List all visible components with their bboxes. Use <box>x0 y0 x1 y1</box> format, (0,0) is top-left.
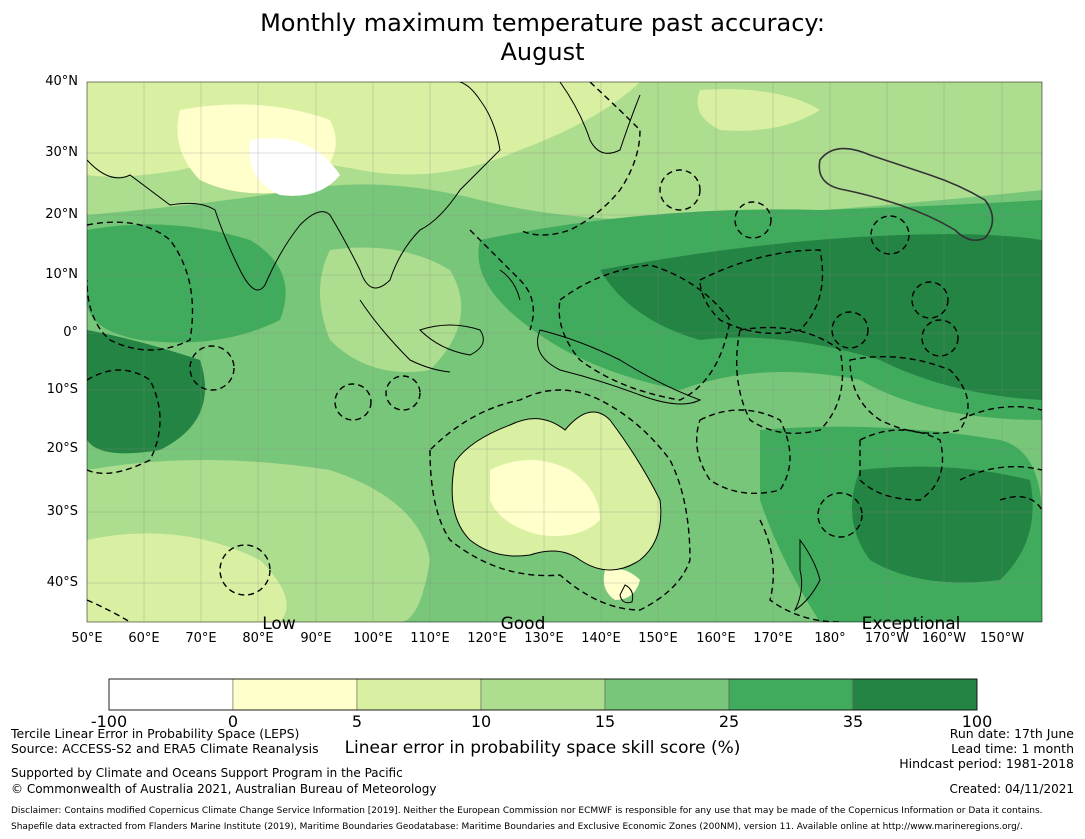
colorbar-tick: 5 <box>351 712 363 731</box>
support-label: Supported by Climate and Oceans Support … <box>11 766 403 780</box>
hindcast-period: Hindcast period: 1981-2018 <box>899 756 1074 771</box>
lead-time: Lead time: 1 month <box>951 741 1074 756</box>
colorbar-bin-5 <box>604 678 730 711</box>
colorbar-tick: -100 <box>90 712 128 731</box>
lon-label: 120°E <box>467 631 507 646</box>
colorbar-title: Linear error in probability space skill … <box>344 738 741 758</box>
lon-label: 50°E <box>71 631 103 646</box>
colorbar-tick: 10 <box>470 712 492 731</box>
lat-label: 20°S <box>46 441 78 456</box>
run-date: Run date: 17th June <box>949 726 1074 741</box>
lon-label: 90°E <box>300 631 332 646</box>
colorbar-tick: 0 <box>227 712 239 731</box>
colorbar-bin-2 <box>232 678 358 711</box>
lon-label: 130°E <box>524 631 564 646</box>
colorbar-tick: 100 <box>961 712 993 731</box>
colorbar <box>108 678 978 711</box>
disclaimer: Disclaimer: Contains modified Copernicus… <box>11 806 1043 816</box>
lat-label: 30°S <box>46 504 78 519</box>
colorbar-bin-1 <box>108 678 234 711</box>
eez-boundaries <box>87 82 1042 622</box>
graticule <box>87 82 1042 622</box>
colorbar-tick: 25 <box>718 712 740 731</box>
colorbar-bin-4 <box>480 678 606 711</box>
lon-label: 100°E <box>353 631 393 646</box>
colorbar-bin-3 <box>356 678 482 711</box>
method-label: Tercile Linear Error in Probability Spac… <box>11 726 300 741</box>
copyright-label: © Commonwealth of Australia 2021, Austra… <box>11 782 437 796</box>
shapefile-credit: Shapefile data extracted from Flanders M… <box>11 822 1023 832</box>
lat-label: 0° <box>63 325 78 340</box>
quality-label-good: Good <box>500 614 546 634</box>
quality-label-exceptional: Exceptional <box>861 614 961 634</box>
lat-label: 10°N <box>45 267 78 282</box>
lat-label: 40°S <box>46 575 78 590</box>
lat-label: 20°N <box>45 207 78 222</box>
skill-score-field <box>87 82 1042 622</box>
colorbar-tick: 35 <box>842 712 864 731</box>
lon-label: 170°W <box>864 631 910 646</box>
colorbar-tick: 15 <box>594 712 616 731</box>
lon-label: 110°E <box>410 631 450 646</box>
colorbar-bin-6 <box>728 678 854 711</box>
lat-label: 40°N <box>45 74 78 89</box>
lon-label: 150°E <box>638 631 678 646</box>
lon-label: 160°W <box>921 631 967 646</box>
lon-label: 60°E <box>128 631 160 646</box>
colorbar-bin-7 <box>852 678 978 711</box>
chart-title-line1: Monthly maximum temperature past accurac… <box>260 9 825 37</box>
lon-label: 140°E <box>581 631 621 646</box>
lon-label: 180° <box>814 631 846 646</box>
quality-label-low: Low <box>262 614 296 634</box>
chart-title-line2: August <box>500 38 585 66</box>
created-date: Created: 04/11/2021 <box>949 782 1074 796</box>
lat-label: 30°N <box>45 145 78 160</box>
coastlines <box>87 82 821 612</box>
lon-label: 150°W <box>979 631 1025 646</box>
hawaii-eez <box>818 147 994 241</box>
lon-label: 80°E <box>242 631 274 646</box>
lon-label: 170°E <box>753 631 793 646</box>
source-label: Source: ACCESS-S2 and ERA5 Climate Reana… <box>11 741 319 756</box>
lon-label: 70°E <box>185 631 217 646</box>
lon-label: 160°E <box>696 631 736 646</box>
lat-label: 10°S <box>46 382 78 397</box>
map-frame <box>86 81 1043 623</box>
